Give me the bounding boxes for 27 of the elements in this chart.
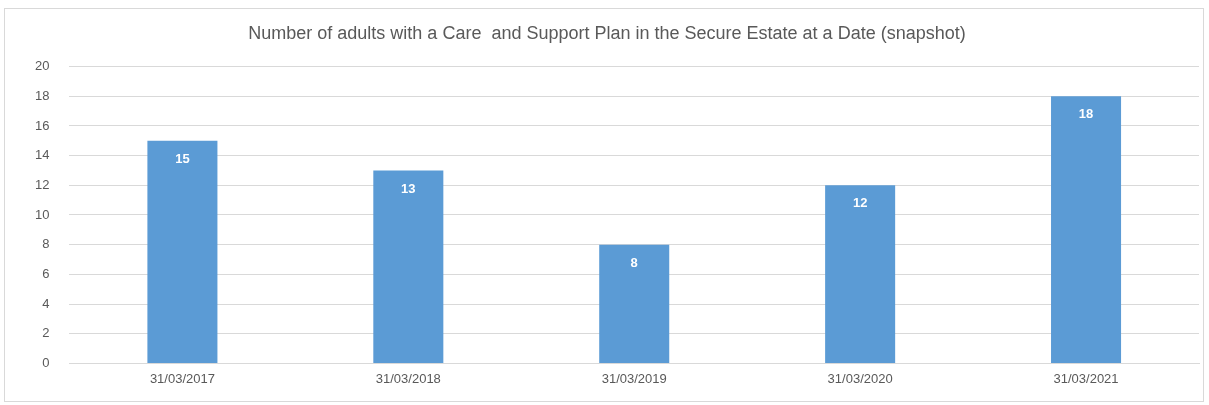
- x-tick-label: 31/03/2020: [827, 370, 893, 386]
- x-tick-label: 31/03/2017: [149, 370, 215, 386]
- y-tick-label: 2: [42, 325, 50, 341]
- y-tick-label: 12: [34, 176, 50, 192]
- y-tick-label: 16: [34, 117, 50, 133]
- data-label: 12: [852, 195, 868, 211]
- y-tick-label: 10: [34, 206, 50, 222]
- chart-title: Number of adults with a Care and Support Plan in the Secure Estate at a Date (snapshot): [248, 22, 966, 43]
- y-tick-label: 18: [34, 87, 50, 103]
- data-label: 15: [175, 150, 190, 166]
- bar: [373, 170, 444, 363]
- x-tick-label: 31/03/2019: [601, 370, 667, 386]
- data-label: 18: [1078, 106, 1094, 122]
- data-label: 13: [401, 180, 416, 196]
- y-tick-label: 0: [42, 354, 50, 370]
- bar: [1051, 96, 1122, 363]
- x-tick-label: 31/03/2021: [1053, 370, 1119, 386]
- y-tick-label: 8: [42, 236, 50, 252]
- y-tick-label: 4: [42, 295, 50, 311]
- y-tick-label: 20: [34, 58, 50, 74]
- bar: [599, 244, 670, 363]
- y-tick-label: 14: [34, 147, 50, 163]
- bar: [147, 140, 218, 363]
- y-tick-label: 6: [42, 265, 50, 281]
- bar: [825, 185, 896, 363]
- data-label: 8: [630, 254, 638, 270]
- x-tick-label: 31/03/2018: [375, 370, 441, 386]
